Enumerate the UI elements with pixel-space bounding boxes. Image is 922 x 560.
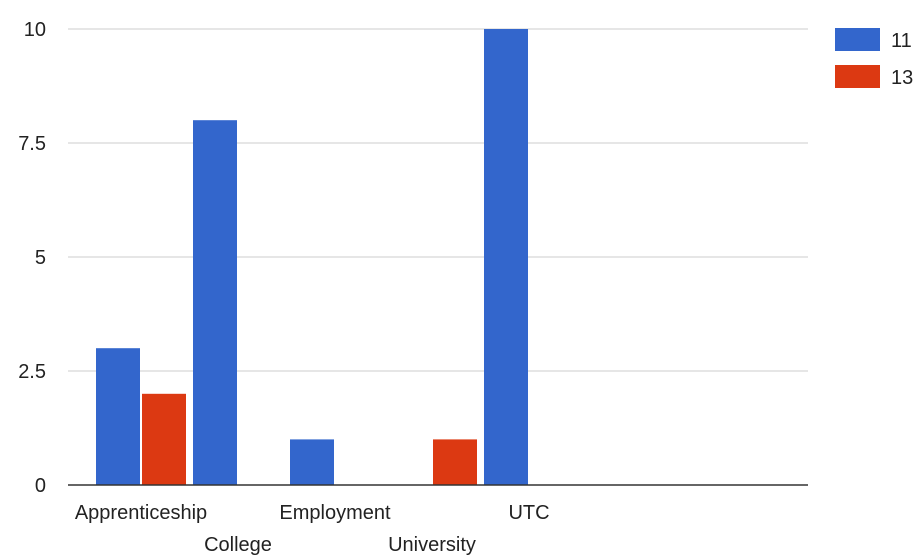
y-tick-label: 2.5 <box>18 361 46 383</box>
bars <box>96 29 528 485</box>
legend-label[interactable]: 11 <box>891 30 912 52</box>
legend[interactable]: 11 13 <box>835 28 913 89</box>
legend-swatch[interactable] <box>835 65 880 88</box>
legend-swatch[interactable] <box>835 28 880 51</box>
y-tick-label: 7.5 <box>18 133 46 155</box>
y-tick-label: 5 <box>35 247 46 269</box>
y-tick-label: 0 <box>35 475 46 497</box>
bar-11-employment[interactable] <box>290 439 334 485</box>
bar-13-apprenticeship[interactable] <box>142 393 186 485</box>
x-tick-label: College <box>204 534 272 555</box>
bar-13-university[interactable] <box>433 439 477 485</box>
y-tick-label: 10 <box>24 19 46 41</box>
x-tick-label: University <box>388 534 476 555</box>
axes: 0 2.5 5 7.5 10 Apprenticeship College Employmen… <box>18 19 808 556</box>
bar-11-apprenticeship[interactable] <box>96 348 140 485</box>
legend-label[interactable]: 13 <box>891 67 913 89</box>
x-tick-label: Employment <box>279 502 391 524</box>
x-tick-label: UTC <box>508 502 549 524</box>
x-tick-label: Apprenticeship <box>75 502 207 524</box>
gridlines <box>68 28 808 372</box>
bar-11-college[interactable] <box>193 120 237 485</box>
bar-11-utc[interactable] <box>484 29 528 485</box>
